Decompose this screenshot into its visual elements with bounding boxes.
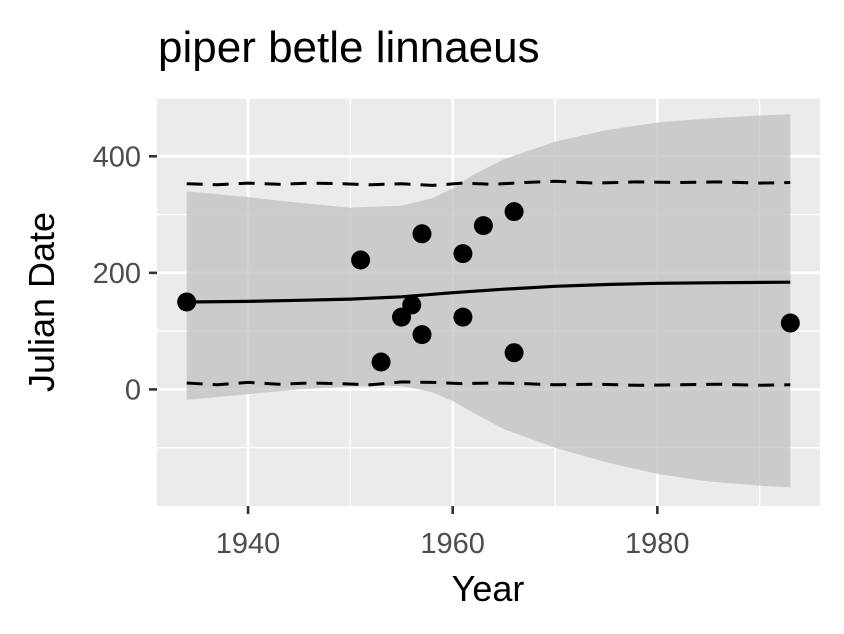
y-tick-label: 200 bbox=[93, 258, 141, 290]
y-tick-label: 0 bbox=[125, 374, 141, 406]
data-point bbox=[473, 216, 493, 236]
data-point bbox=[351, 250, 371, 270]
data-point bbox=[504, 343, 524, 363]
data-point bbox=[453, 244, 473, 264]
x-tick-label: 1940 bbox=[216, 528, 281, 560]
upper-prediction-line bbox=[186, 179, 791, 187]
chart-title: piper betle linnaeus bbox=[158, 23, 540, 72]
y-axis-ticks: 0 200 400 bbox=[93, 141, 157, 406]
x-tick-label: 1960 bbox=[420, 528, 485, 560]
x-axis-title: Year bbox=[452, 568, 525, 609]
data-point bbox=[371, 352, 391, 372]
data-point bbox=[412, 224, 432, 244]
data-point bbox=[504, 202, 524, 222]
y-axis-title: Julian Date bbox=[21, 212, 62, 392]
data-point bbox=[453, 307, 473, 327]
fitted-trend-line bbox=[186, 280, 791, 304]
data-point bbox=[402, 295, 422, 315]
x-axis-ticks: 1940 1960 1980 bbox=[216, 506, 690, 560]
lower-prediction-line bbox=[186, 380, 791, 387]
data-point bbox=[177, 292, 197, 312]
data-point bbox=[412, 325, 432, 345]
x-tick-label: 1980 bbox=[625, 528, 690, 560]
y-tick-label: 400 bbox=[93, 141, 141, 173]
data-point bbox=[780, 313, 800, 333]
data-points bbox=[177, 202, 800, 372]
confidence-band bbox=[186, 114, 791, 488]
